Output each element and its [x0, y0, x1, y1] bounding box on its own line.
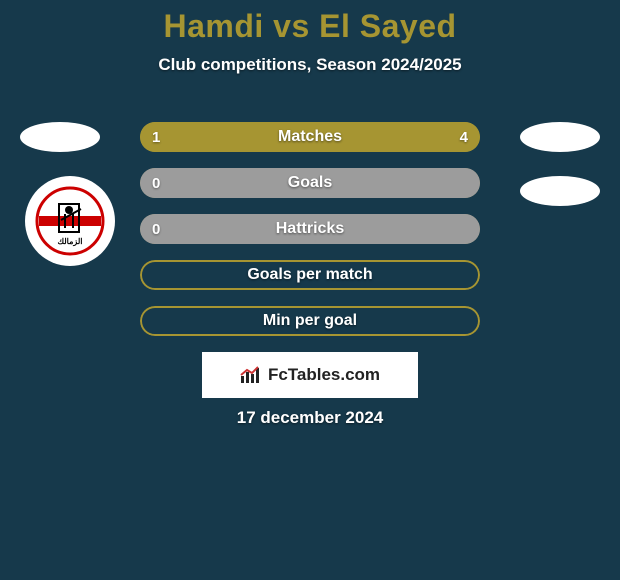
subtitle: Club competitions, Season 2024/2025 [0, 55, 620, 75]
stat-row: Goals0 [140, 168, 480, 198]
comparison-card: Hamdi vs El Sayed Club competitions, Sea… [0, 0, 620, 580]
stat-value-left: 0 [152, 168, 160, 198]
club-left-logo: الزمالك [25, 176, 115, 266]
stat-value-left: 0 [152, 214, 160, 244]
stat-label: Hattricks [140, 214, 480, 244]
zamalek-logo-icon: الزمالك [35, 186, 105, 256]
page-title: Hamdi vs El Sayed [0, 0, 620, 45]
stat-label: Goals [140, 168, 480, 198]
watermark-text: FcTables.com [268, 365, 380, 385]
stat-row: Goals per match [140, 260, 480, 290]
club-right-logo [520, 176, 600, 206]
svg-text:الزمالك: الزمالك [58, 237, 83, 247]
player-right-avatar [520, 122, 600, 152]
stat-label: Goals per match [140, 260, 480, 290]
stat-row: Hattricks0 [140, 214, 480, 244]
stat-row: Matches1 4 [140, 122, 480, 152]
stat-row: Min per goal [140, 306, 480, 336]
stat-value-right: 4 [460, 122, 468, 152]
watermark: FcTables.com [202, 352, 418, 398]
stat-label: Min per goal [140, 306, 480, 336]
stats-bars: Matches14Goals0Hattricks0Goals per match… [140, 122, 480, 352]
player-left-avatar [20, 122, 100, 152]
stat-label: Matches [140, 122, 480, 152]
chart-icon [240, 366, 262, 384]
date-text: 17 december 2024 [0, 408, 620, 428]
stat-value-left: 1 [152, 122, 160, 152]
